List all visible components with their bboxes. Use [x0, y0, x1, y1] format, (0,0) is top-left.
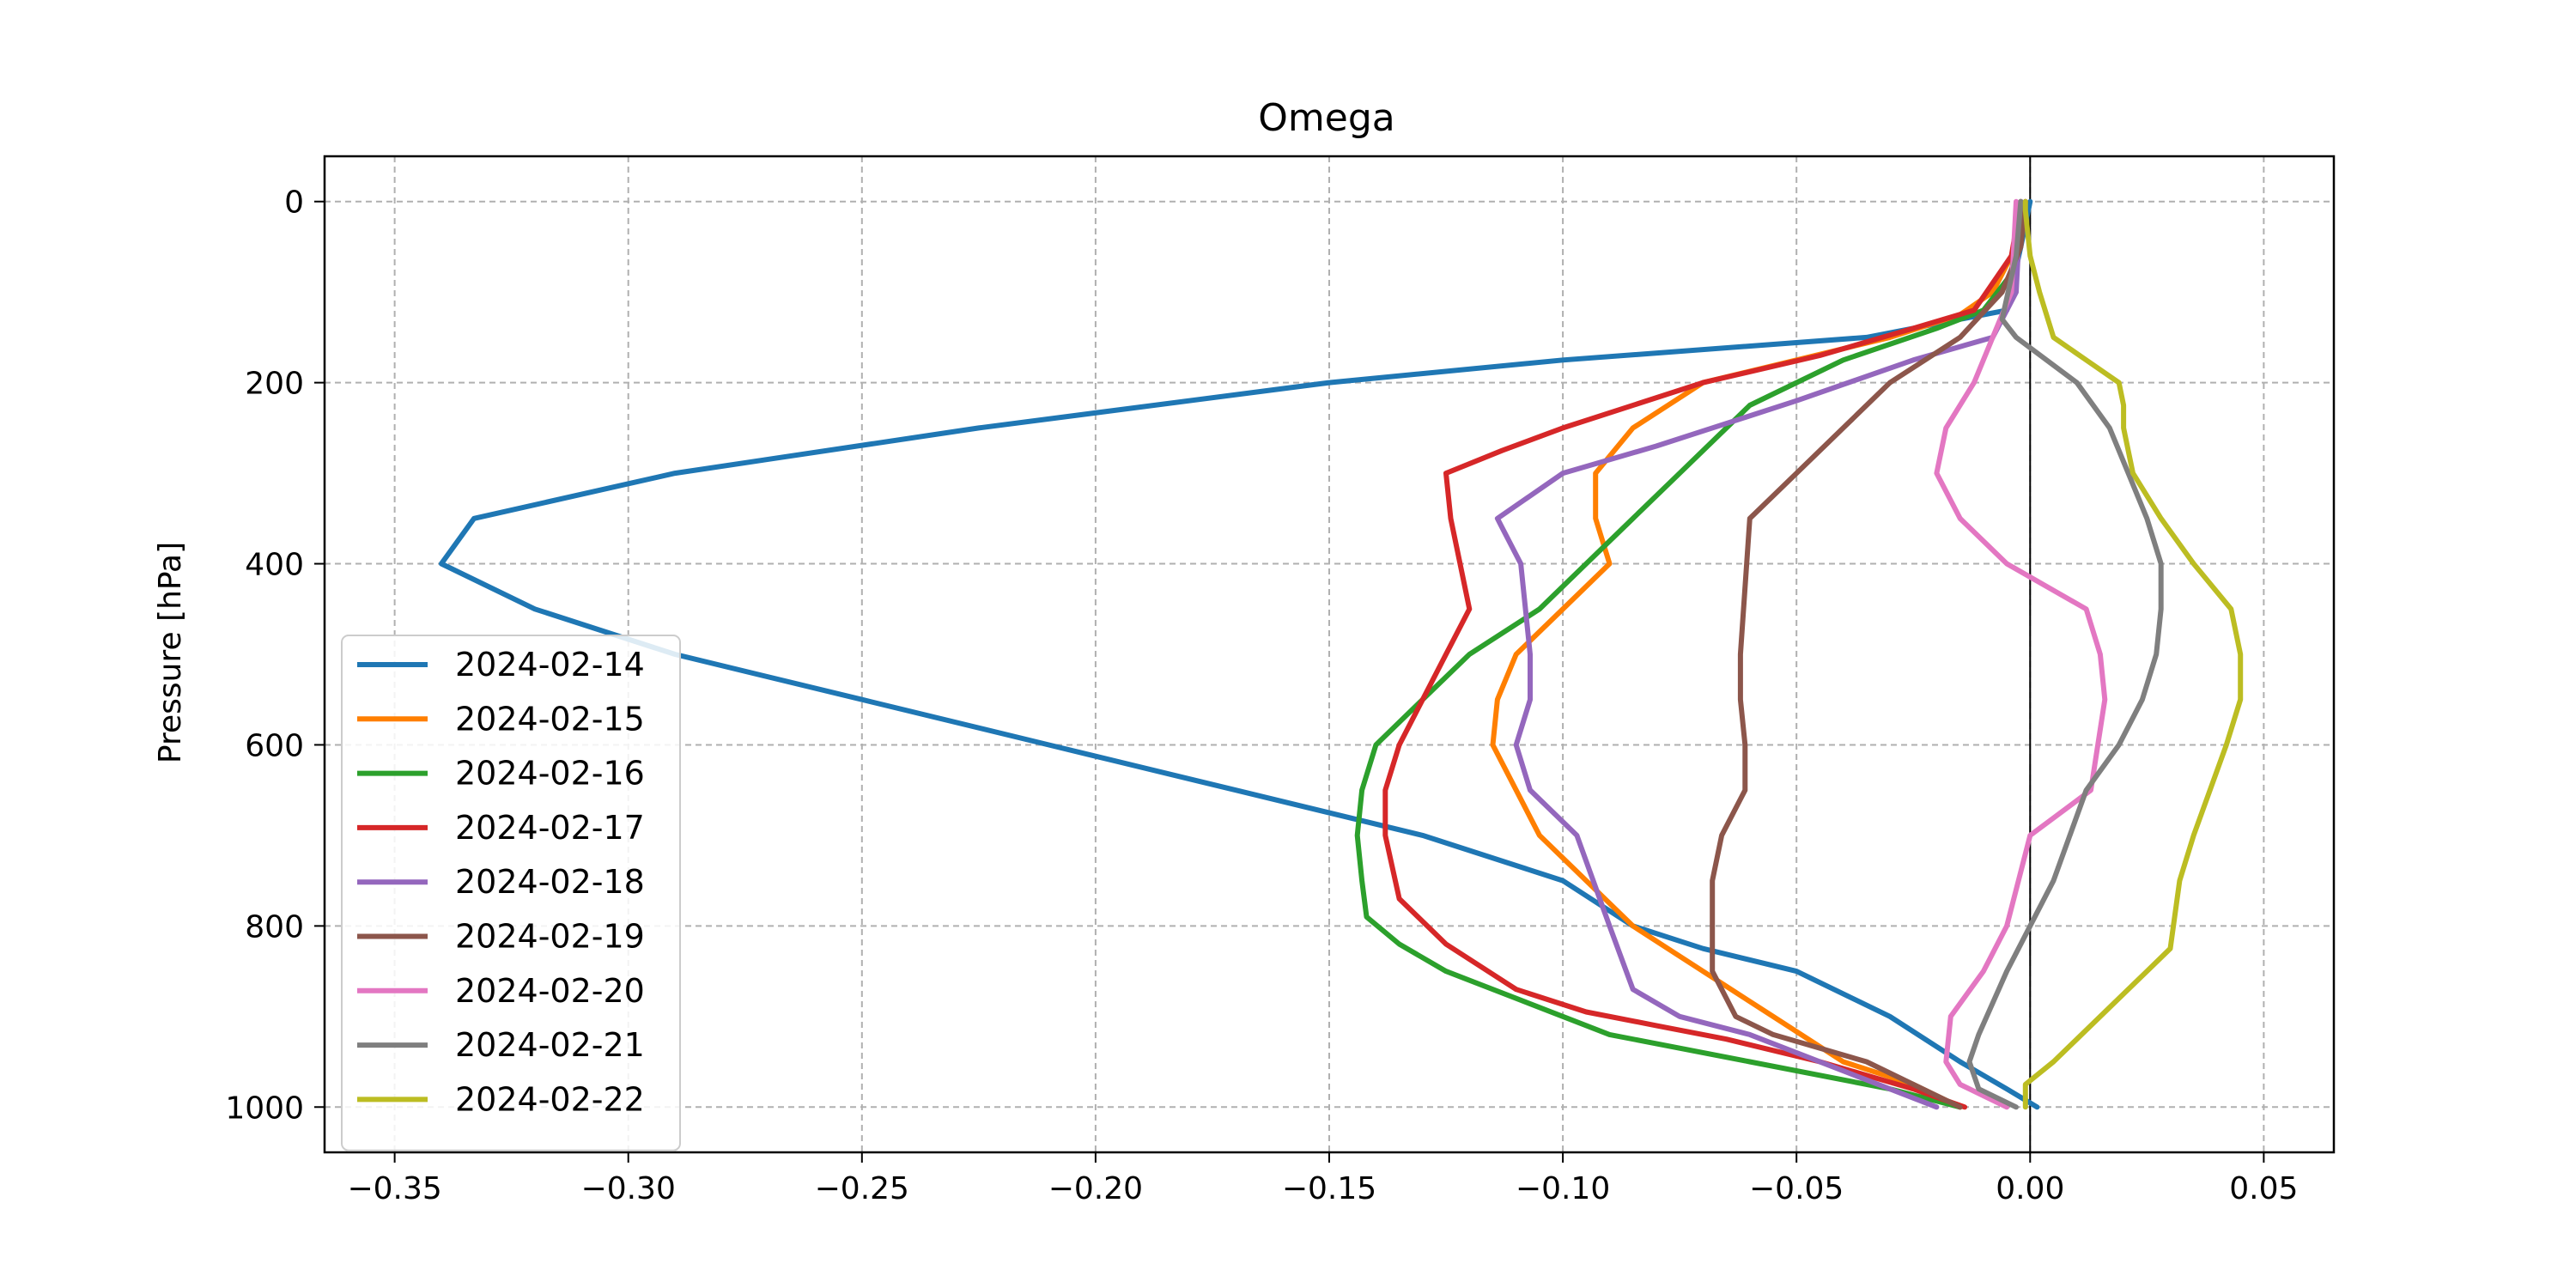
- legend-label: 2024-02-17: [455, 809, 645, 847]
- x-tick-label: 0.05: [2229, 1171, 2298, 1206]
- series-line-2024-02-17: [1382, 198, 2024, 1110]
- y-axis-label: Pressure [hPa]: [153, 542, 188, 763]
- y-tick-label: 200: [245, 367, 304, 402]
- x-axis: −0.35 −0.30 −0.25 −0.20 −0.15 −0.10 −0.05 0.00 0…: [347, 1152, 2298, 1206]
- series-line-2024-02-16: [1354, 198, 2024, 1110]
- series-lines: [439, 198, 2244, 1110]
- x-tick-label: −0.05: [1749, 1171, 1844, 1206]
- legend-label: 2024-02-14: [455, 646, 645, 683]
- chart-title: Omega: [1258, 96, 1394, 140]
- legend: 2024-02-14 2024-02-15 2024-02-16 2024-02-17…: [341, 635, 681, 1151]
- series-line-2024-02-21: [1966, 198, 2164, 1110]
- x-tick-label: −0.20: [1048, 1171, 1143, 1206]
- y-tick-label: 800: [245, 909, 304, 945]
- series-line-2024-02-19: [1710, 198, 2028, 1110]
- x-tick-label: 0.00: [1996, 1171, 2064, 1206]
- series-line-2024-02-22: [2022, 198, 2244, 1110]
- legend-label: 2024-02-22: [455, 1080, 645, 1118]
- x-tick-label: −0.25: [815, 1171, 909, 1206]
- y-tick-label: 600: [245, 728, 304, 763]
- legend-label: 2024-02-21: [455, 1026, 645, 1064]
- legend-label: 2024-02-18: [455, 863, 645, 901]
- y-axis: 0 200 400 600 800 1000: [225, 185, 325, 1126]
- series-line-2024-02-14: [439, 198, 2040, 1110]
- y-tick-label: 1000: [225, 1091, 304, 1126]
- series-line-2024-02-20: [1934, 198, 2108, 1110]
- legend-box: [341, 635, 681, 1151]
- legend-label: 2024-02-16: [455, 755, 645, 793]
- legend-label: 2024-02-19: [455, 918, 645, 956]
- y-tick-label: 400: [245, 548, 304, 583]
- legend-label: 2024-02-15: [455, 700, 645, 738]
- series-line-2024-02-18: [1494, 198, 2024, 1110]
- x-tick-label: −0.30: [581, 1171, 676, 1206]
- x-tick-label: −0.15: [1282, 1171, 1376, 1206]
- legend-label: 2024-02-20: [455, 972, 645, 1010]
- y-tick-label: 0: [284, 185, 304, 221]
- x-tick-label: −0.10: [1516, 1171, 1610, 1206]
- x-tick-label: −0.35: [347, 1171, 441, 1206]
